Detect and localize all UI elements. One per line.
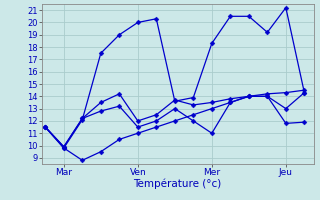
X-axis label: Température (°c): Température (°c) (133, 179, 222, 189)
